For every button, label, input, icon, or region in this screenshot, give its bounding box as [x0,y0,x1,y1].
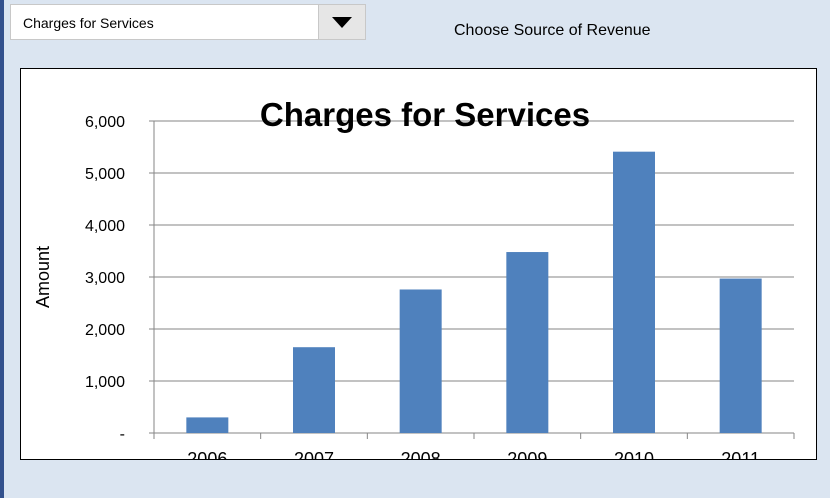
y-tick-label: - [120,426,125,443]
y-tick-label: 3,000 [85,270,125,287]
chevron-down-icon [332,16,352,28]
bar-chart: - 1,000 2,000 3,000 4,000 5,000 6,000 2006 2007 2… [33,96,795,469]
x-tick-label: 2008 [401,449,441,459]
y-axis-label: Amount [33,246,53,308]
bar-2006 [186,417,229,433]
bar-2010 [613,151,655,433]
bar-2008 [399,289,442,433]
bar-2009 [506,252,549,433]
left-border-stripe [0,0,4,498]
dropdown-selected-value: Charges for Services [23,15,154,31]
x-tick-label: 2007 [294,449,334,459]
chart-container: - 1,000 2,000 3,000 4,000 5,000 6,000 2006 2007 2… [20,68,817,469]
x-tick-label: 2009 [507,449,547,459]
y-tick-label: 4,000 [85,218,125,235]
dropdown-arrow-button[interactable] [318,5,365,39]
bottom-band [4,468,830,498]
y-tick-label: 2,000 [85,322,125,339]
revenue-source-dropdown[interactable]: Charges for Services [10,4,366,40]
x-tick-label: 2010 [614,449,654,459]
y-tick-label: 1,000 [85,374,125,391]
choose-source-label: Choose Source of Revenue [454,22,651,39]
chart-title: Charges for Services [260,96,590,133]
x-tick-label: 2011 [721,449,760,459]
bar-2011 [719,278,762,433]
y-tick-label: 5,000 [85,166,125,183]
y-tick-label: 6,000 [85,114,125,131]
x-tick-label: 2006 [187,449,227,459]
bar-2007 [293,347,335,433]
